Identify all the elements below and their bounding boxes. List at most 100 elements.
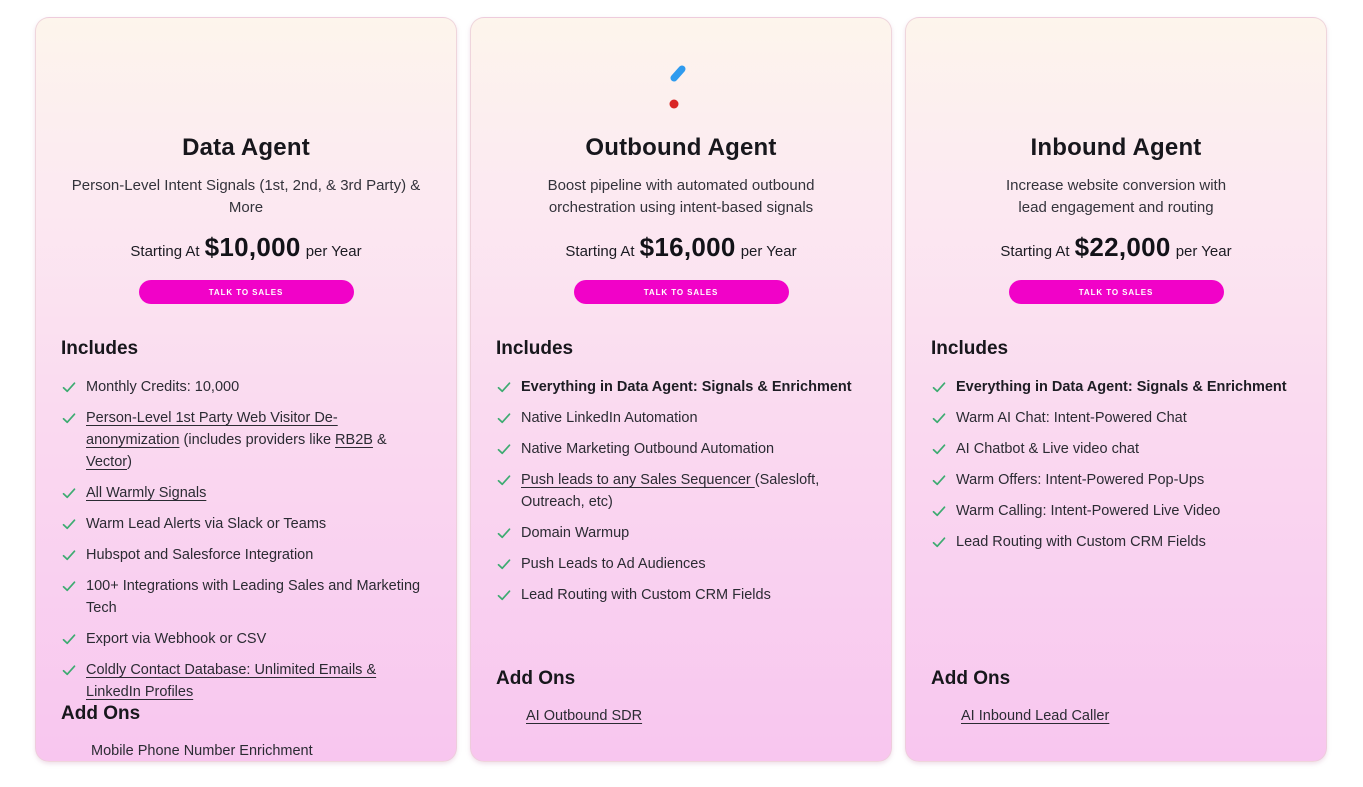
addons-section: Add Ons AI Outbound SDR: [496, 668, 866, 727]
check-icon: [932, 413, 946, 424]
feature-text: Export via Webhook or CSV: [86, 628, 431, 650]
feature-text-segment: ): [127, 454, 132, 470]
card-title: Outbound Agent: [585, 134, 777, 161]
includes-item: All Warmly Signals: [61, 482, 431, 504]
addon-item: AI Inbound Lead Caller: [931, 705, 1301, 727]
price-amount: $16,000: [639, 232, 736, 262]
card-header: Data Agent Person-Level Intent Signals (…: [61, 56, 431, 304]
feature-text: Warm AI Chat: Intent-Powered Chat: [956, 407, 1301, 429]
includes-item: Warm Lead Alerts via Slack or Teams: [61, 513, 431, 535]
feature-link[interactable]: All Warmly Signals: [86, 485, 207, 501]
includes-item: Push leads to any Sales Sequencer (Sales…: [496, 469, 866, 513]
feature-text: Native Marketing Outbound Automation: [521, 438, 866, 460]
check-icon: [497, 559, 511, 570]
feature-text: Everything in Data Agent: Signals & Enri…: [956, 376, 1301, 398]
card-title: Inbound Agent: [1030, 134, 1202, 161]
feature-link[interactable]: Push leads to any Sales Sequencer: [521, 472, 755, 488]
includes-item: Hubspot and Salesforce Integration: [61, 544, 431, 566]
addons-list: Mobile Phone Number Enrichment: [61, 740, 431, 762]
sparkle-icon: [497, 709, 512, 723]
price-line: Starting At $10,000 per Year: [61, 232, 431, 263]
price-suffix: per Year: [740, 243, 797, 260]
check-icon: [497, 444, 511, 455]
feature-text: Lead Routing with Custom CRM Fields: [521, 584, 866, 606]
feature-text: AI Chatbot & Live video chat: [956, 438, 1301, 460]
feature-text: Everything in Data Agent: Signals & Enri…: [521, 376, 866, 398]
check-icon: [62, 550, 76, 561]
feature-text: Domain Warmup: [521, 522, 866, 544]
feature-text-segment: Native LinkedIn Automation: [521, 410, 698, 426]
includes-item: Native Marketing Outbound Automation: [496, 438, 866, 460]
check-icon: [932, 537, 946, 548]
talk-to-sales-button[interactable]: TALK TO SALES: [138, 280, 354, 304]
addons-list: AI Outbound SDR: [496, 705, 866, 727]
feature-text: Coldly Contact Database: Unlimited Email…: [86, 659, 431, 703]
feature-text: Warm Lead Alerts via Slack or Teams: [86, 513, 431, 535]
check-icon: [62, 665, 76, 676]
includes-item: Native LinkedIn Automation: [496, 407, 866, 429]
addons-heading: Add Ons: [61, 703, 141, 724]
includes-heading: Includes: [61, 338, 139, 359]
addons-heading: Add Ons: [496, 668, 576, 689]
includes-item: Domain Warmup: [496, 522, 866, 544]
addon-item: AI Outbound SDR: [496, 705, 866, 727]
addons-list: AI Inbound Lead Caller: [931, 705, 1301, 727]
includes-item: Coldly Contact Database: Unlimited Email…: [61, 659, 431, 703]
price-line: Starting At $16,000 per Year: [496, 232, 866, 263]
addons-heading: Add Ons: [931, 668, 1011, 689]
feature-link[interactable]: Vector: [86, 454, 128, 470]
feature-text-segment: Monthly Credits: 10,000: [86, 379, 240, 395]
includes-list: Everything in Data Agent: Signals & Enri…: [931, 376, 1301, 553]
feature-link[interactable]: RB2B: [335, 432, 373, 448]
check-icon: [497, 475, 511, 486]
includes-item: 100+ Integrations with Leading Sales and…: [61, 575, 431, 619]
feature-text: Native LinkedIn Automation: [521, 407, 866, 429]
check-icon: [62, 634, 76, 645]
check-icon: [62, 519, 76, 530]
talk-to-sales-button[interactable]: TALK TO SALES: [573, 280, 789, 304]
feature-text-segment: Lead Routing with Custom CRM Fields: [521, 587, 771, 603]
feature-link[interactable]: Coldly Contact Database: Unlimited Email…: [86, 662, 377, 700]
feature-text-segment: Everything in Data Agent: Signals & Enri…: [956, 379, 1287, 395]
feature-text-segment: Export via Webhook or CSV: [86, 631, 267, 647]
feature-text: 100+ Integrations with Leading Sales and…: [86, 575, 431, 619]
addon-text: Mobile Phone Number Enrichment: [91, 743, 313, 759]
check-icon: [497, 528, 511, 539]
talk-to-sales-button[interactable]: TALK TO SALES: [1008, 280, 1224, 304]
check-icon: [497, 382, 511, 393]
includes-item: Warm AI Chat: Intent-Powered Chat: [931, 407, 1301, 429]
card-header: Outbound Agent Boost pipeline with autom…: [496, 55, 866, 304]
feature-text-segment: AI Chatbot & Live video chat: [956, 441, 1139, 457]
includes-item: Push Leads to Ad Audiences: [496, 553, 866, 575]
feature-text-segment: Warm Lead Alerts via Slack or Teams: [86, 516, 327, 532]
price-suffix: per Year: [305, 243, 362, 260]
includes-item: Everything in Data Agent: Signals & Enri…: [496, 376, 866, 398]
price-suffix: per Year: [1175, 243, 1232, 260]
feature-text-segment: Warm AI Chat: Intent-Powered Chat: [956, 410, 1187, 426]
includes-item: Everything in Data Agent: Signals & Enri…: [931, 376, 1301, 398]
check-icon: [62, 413, 76, 424]
includes-list: Monthly Credits: 10,000 Person-Level 1st…: [61, 376, 431, 703]
check-icon: [932, 506, 946, 517]
addon-link[interactable]: AI Inbound Lead Caller: [961, 708, 1110, 724]
feature-link[interactable]: Person-Level 1st Party Web Visitor De-an…: [86, 410, 338, 448]
check-icon: [932, 444, 946, 455]
feature-text-segment: (Salesloft, Outreach, etc): [521, 472, 820, 510]
price-amount: $22,000: [1074, 232, 1171, 262]
price-prefix: Starting At: [1000, 243, 1070, 260]
feature-text-segment: Domain Warmup: [521, 525, 630, 541]
addons-section: Add Ons AI Inbound Lead Caller: [931, 668, 1301, 727]
feature-text-segment: Push Leads to Ad Audiences: [521, 556, 706, 572]
price-line: Starting At $22,000 per Year: [931, 232, 1301, 263]
addon-link[interactable]: AI Outbound SDR: [526, 708, 643, 724]
sparkle-icon: [932, 709, 947, 723]
feature-text-segment: (includes providers like: [179, 432, 336, 448]
feature-text: Monthly Credits: 10,000: [86, 376, 431, 398]
feature-text-segment: 100+ Integrations with Leading Sales and…: [86, 578, 421, 616]
feature-text-segment: Warm Offers: Intent-Powered Pop-Ups: [956, 472, 1205, 488]
feature-text: Hubspot and Salesforce Integration: [86, 544, 431, 566]
includes-item: Export via Webhook or CSV: [61, 628, 431, 650]
pricing-card: Inbound Agent Increase website conversio…: [905, 17, 1327, 762]
includes-item: Lead Routing with Custom CRM Fields: [496, 584, 866, 606]
